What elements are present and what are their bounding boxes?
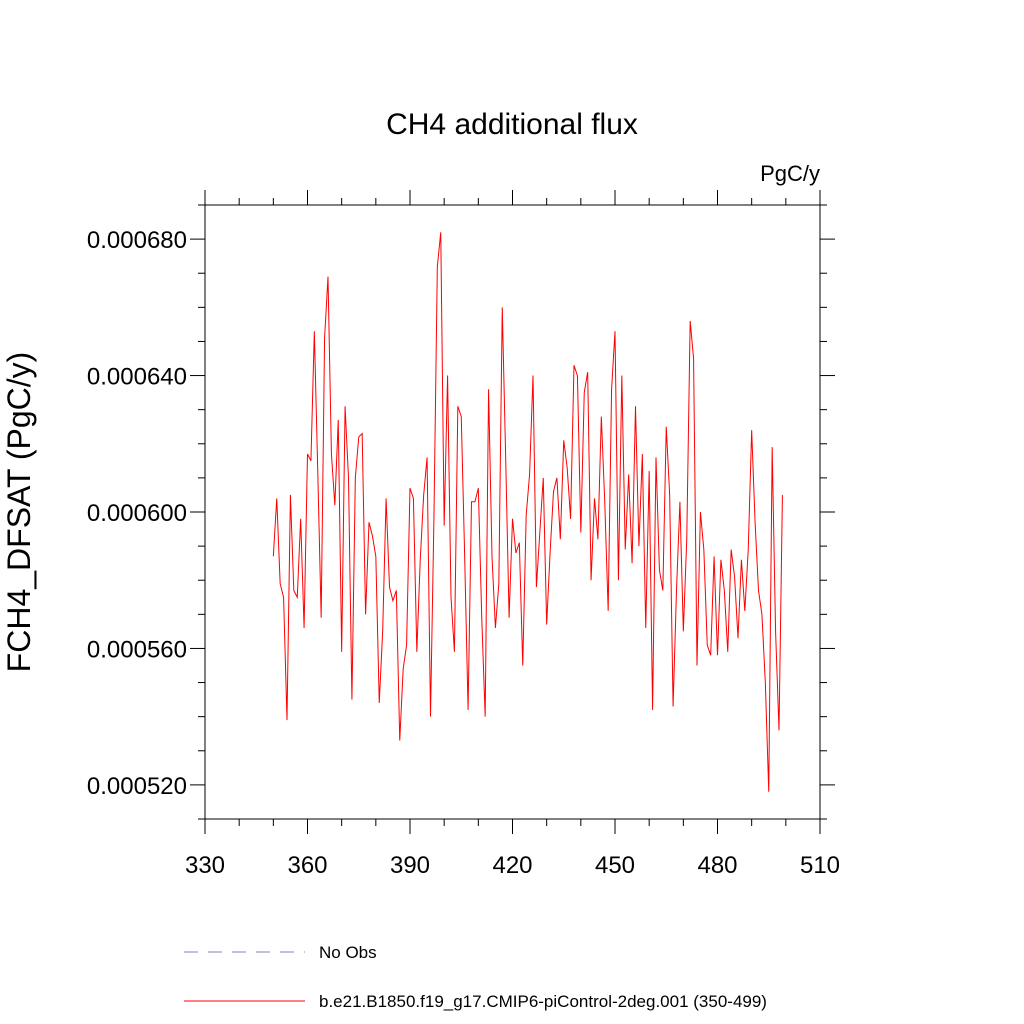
plot-frame	[204, 204, 821, 820]
chart-title: CH4 additional flux	[386, 108, 638, 141]
x-tick-label: 420	[492, 852, 532, 879]
x-tick-label: 390	[390, 852, 430, 879]
series-layer	[272, 232, 783, 792]
series-line	[272, 232, 783, 792]
y-tick-label: 0.000600	[87, 500, 187, 527]
x-tick-label: 510	[800, 852, 840, 879]
x-tick-label: 450	[595, 852, 635, 879]
y-tick-label: 0.000680	[87, 227, 187, 254]
tick-labels: 330 360 390 420 450 480 510 0.000520 0.000560 0.0…	[87, 227, 840, 879]
y-tick-label: 0.000640	[87, 364, 187, 391]
axis-ticks	[190, 190, 835, 834]
units-label: PgC/y	[760, 161, 820, 186]
x-tick-label: 480	[697, 852, 737, 879]
y-axis-label: FCH4_DFSAT (PgC/y)	[1, 352, 37, 673]
legend: No Obs b.e21.B1850.f19_g17.CMIP6-piContr…	[184, 943, 767, 1011]
y-tick-label: 0.000560	[87, 636, 187, 663]
y-tick-label: 0.000520	[87, 773, 187, 800]
legend-label-control: b.e21.B1850.f19_g17.CMIP6-piControl-2deg…	[319, 992, 767, 1011]
x-tick-label: 330	[185, 852, 225, 879]
legend-label-no-obs: No Obs	[319, 943, 377, 962]
x-tick-label: 360	[287, 852, 327, 879]
